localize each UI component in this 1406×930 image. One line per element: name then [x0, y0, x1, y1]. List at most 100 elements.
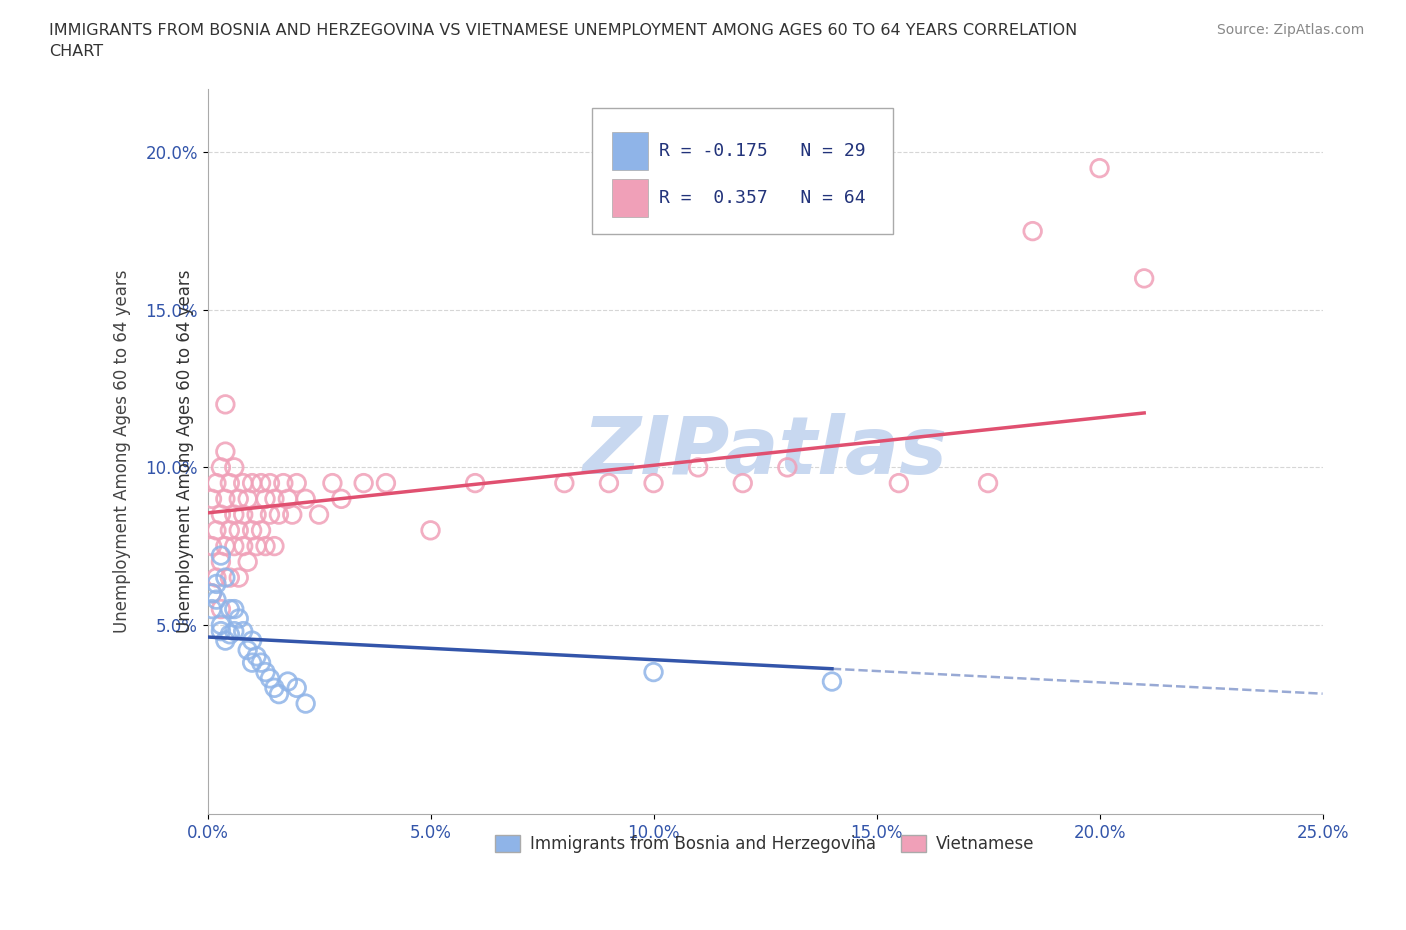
- Point: [263, 681, 285, 696]
- Point: [205, 523, 228, 538]
- Point: [209, 507, 232, 522]
- Point: [294, 697, 316, 711]
- Point: [209, 624, 232, 639]
- Point: [214, 570, 236, 585]
- Point: [232, 538, 254, 553]
- Point: [228, 611, 250, 626]
- Point: [263, 491, 285, 506]
- Point: [245, 538, 267, 553]
- Point: [259, 475, 281, 490]
- Point: [214, 397, 236, 412]
- Point: [205, 577, 228, 591]
- Point: [232, 475, 254, 490]
- Point: [214, 445, 236, 459]
- Point: [1133, 271, 1156, 286]
- Point: [218, 475, 240, 490]
- Point: [250, 475, 273, 490]
- Point: [209, 460, 232, 475]
- Point: [1021, 224, 1043, 239]
- Point: [285, 475, 308, 490]
- Point: [273, 475, 295, 490]
- Point: [224, 624, 246, 639]
- Point: [205, 592, 228, 607]
- Point: [887, 475, 910, 490]
- Text: R = -0.175   N = 29: R = -0.175 N = 29: [659, 142, 866, 160]
- Legend: Immigrants from Bosnia and Herzegovina, Vietnamese: Immigrants from Bosnia and Herzegovina, …: [489, 829, 1042, 860]
- Point: [688, 460, 710, 475]
- Point: [281, 507, 304, 522]
- Text: Source: ZipAtlas.com: Source: ZipAtlas.com: [1216, 23, 1364, 37]
- Point: [1088, 161, 1111, 176]
- Point: [374, 475, 396, 490]
- Point: [224, 538, 246, 553]
- Point: [209, 618, 232, 632]
- Point: [553, 475, 575, 490]
- Point: [250, 656, 273, 671]
- Point: [321, 475, 343, 490]
- Y-axis label: Unemployment Among Ages 60 to 64 years: Unemployment Among Ages 60 to 64 years: [176, 270, 194, 633]
- Point: [218, 627, 240, 642]
- Point: [218, 570, 240, 585]
- Point: [214, 538, 236, 553]
- Point: [236, 554, 259, 569]
- Point: [731, 475, 754, 490]
- Point: [218, 602, 240, 617]
- Point: [240, 523, 263, 538]
- Point: [464, 475, 486, 490]
- Text: IMMIGRANTS FROM BOSNIA AND HERZEGOVINA VS VIETNAMESE UNEMPLOYMENT AMONG AGES 60 : IMMIGRANTS FROM BOSNIA AND HERZEGOVINA V…: [49, 23, 1077, 60]
- Point: [201, 538, 224, 553]
- Point: [228, 491, 250, 506]
- Point: [353, 475, 375, 490]
- Point: [214, 491, 236, 506]
- Point: [977, 475, 1000, 490]
- FancyBboxPatch shape: [612, 179, 648, 217]
- Point: [240, 475, 263, 490]
- Point: [209, 602, 232, 617]
- Point: [228, 570, 250, 585]
- Point: [267, 686, 290, 701]
- Point: [821, 674, 844, 689]
- Point: [232, 624, 254, 639]
- Point: [218, 523, 240, 538]
- Point: [201, 586, 224, 601]
- Point: [643, 665, 665, 680]
- Text: ZIPatlas: ZIPatlas: [582, 413, 948, 491]
- Point: [201, 602, 224, 617]
- Point: [330, 491, 353, 506]
- Point: [277, 674, 299, 689]
- Point: [224, 507, 246, 522]
- Point: [285, 681, 308, 696]
- Point: [205, 570, 228, 585]
- Point: [236, 643, 259, 658]
- Point: [201, 491, 224, 506]
- Point: [308, 507, 330, 522]
- Y-axis label: Unemployment Among Ages 60 to 64 years: Unemployment Among Ages 60 to 64 years: [114, 270, 131, 633]
- Point: [263, 538, 285, 553]
- FancyBboxPatch shape: [592, 108, 893, 234]
- Point: [209, 548, 232, 563]
- FancyBboxPatch shape: [612, 132, 648, 170]
- Point: [201, 586, 224, 601]
- Point: [224, 460, 246, 475]
- Point: [250, 523, 273, 538]
- Point: [259, 671, 281, 685]
- Point: [643, 475, 665, 490]
- Point: [224, 602, 246, 617]
- Point: [214, 633, 236, 648]
- Point: [277, 491, 299, 506]
- Point: [254, 665, 277, 680]
- Point: [236, 491, 259, 506]
- Point: [245, 649, 267, 664]
- Point: [776, 460, 799, 475]
- Text: R =  0.357   N = 64: R = 0.357 N = 64: [659, 189, 866, 207]
- Point: [232, 507, 254, 522]
- Point: [294, 491, 316, 506]
- Point: [254, 491, 277, 506]
- Point: [240, 633, 263, 648]
- Point: [267, 507, 290, 522]
- Point: [419, 523, 441, 538]
- Point: [228, 523, 250, 538]
- Point: [209, 554, 232, 569]
- Point: [598, 475, 620, 490]
- Point: [205, 475, 228, 490]
